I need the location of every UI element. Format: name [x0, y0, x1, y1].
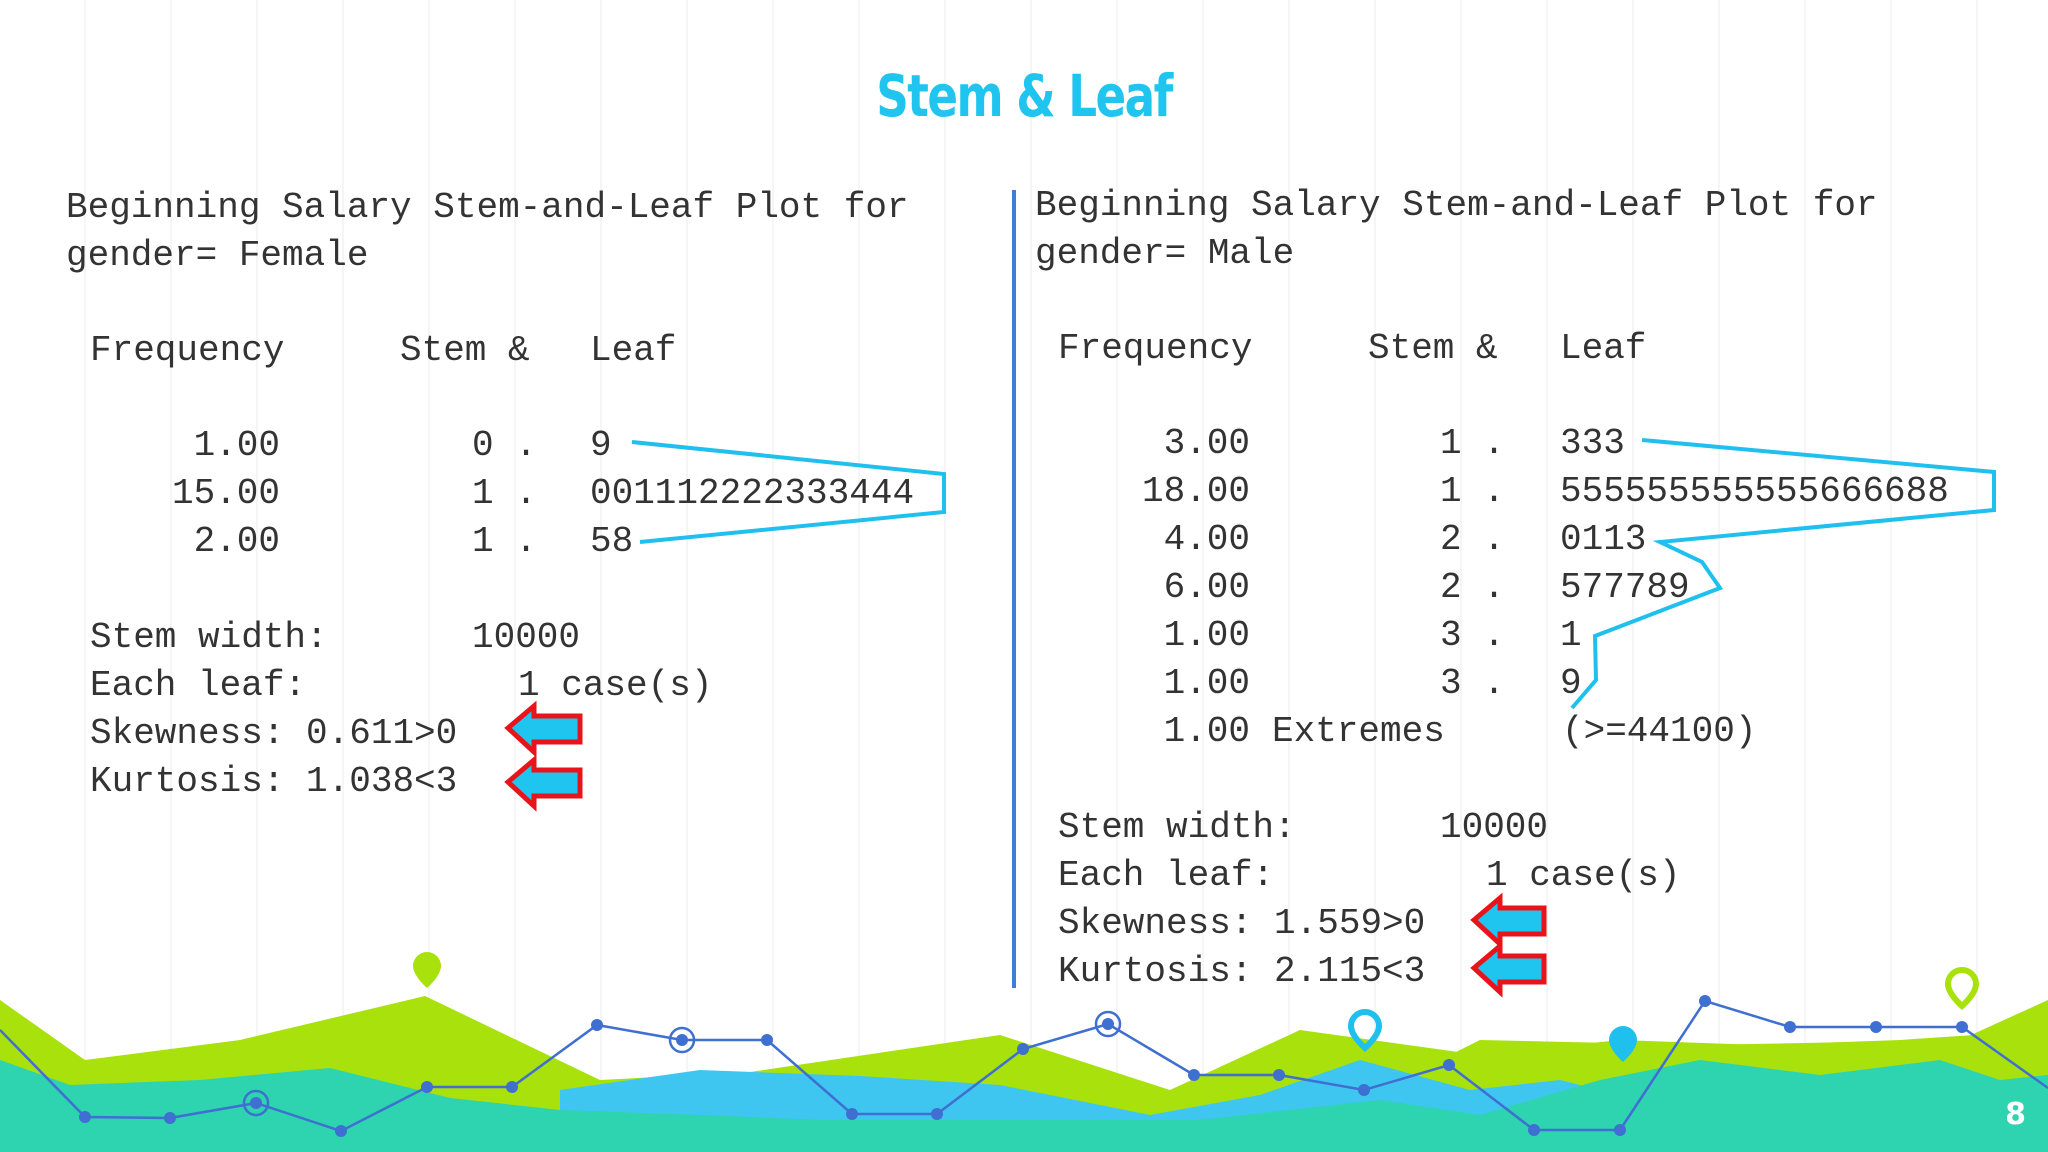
right-row-stem: 2 .: [1440, 567, 1505, 608]
right-row-leaf: 555555555555666688: [1560, 471, 1949, 512]
right-row-stem: 1 .: [1440, 471, 1505, 512]
right-row-freq: 18.00: [1141, 471, 1250, 512]
footer-line-chart: [0, 995, 2048, 1137]
right-heading-line1: Beginning Salary Stem-and-Leaf Plot for: [1035, 185, 1878, 226]
right-heading-line2: gender= Male: [1035, 233, 1295, 274]
left-row-stem: 1 .: [472, 473, 537, 514]
left-distribution-outline: [631, 440, 946, 544]
right-row-leaf: 333: [1560, 423, 1625, 464]
left-row-leaf: 001112222333444: [590, 473, 915, 514]
left-row-leaf: 9: [590, 425, 612, 466]
left-skewness: Skewness: 0.611>0: [90, 713, 458, 754]
right-col-frequency: Frequency: [1058, 328, 1253, 369]
left-stem-width-value: 10000: [472, 617, 581, 658]
left-stem-width-label: Stem width:: [90, 617, 328, 658]
right-row-leaf: 0113: [1560, 519, 1647, 560]
right-stem-width-label: Stem width:: [1058, 807, 1296, 848]
right-row-leaf: 1: [1560, 615, 1582, 656]
right-col-stem: Stem &: [1368, 328, 1498, 369]
slide-title: Stem & Leaf: [876, 62, 1173, 130]
right-row-leaf: 577789: [1560, 567, 1690, 608]
right-row-freq: 1.00: [1163, 615, 1250, 656]
left-heading-line2: gender= Female: [66, 235, 369, 276]
left-row-stem: 1 .: [472, 521, 537, 562]
left-col-stem: Stem &: [400, 330, 530, 371]
right-distribution-outline: [1570, 438, 1996, 710]
left-kurtosis: Kurtosis: 1.038<3: [90, 761, 458, 802]
right-extremes-freq: 1.00: [1163, 711, 1250, 752]
left-row-stem: 0 .: [472, 425, 537, 466]
map-pin-icon: [413, 952, 441, 988]
right-extremes-label: Extremes: [1272, 711, 1445, 752]
right-stem-width-value: 10000: [1440, 807, 1549, 848]
right-each-leaf-label: Each leaf:: [1058, 855, 1275, 896]
right-row-freq: 1.00: [1163, 663, 1250, 704]
right-col-leaf: Leaf: [1560, 328, 1647, 369]
left-each-leaf-label: Each leaf:: [90, 665, 307, 706]
right-row-stem: 3 .: [1440, 615, 1505, 656]
left-row-freq: 2.00: [193, 521, 280, 562]
left-row-freq: 15.00: [171, 473, 280, 514]
right-row-freq: 3.00: [1163, 423, 1250, 464]
page-number: 8: [2005, 1097, 2026, 1132]
right-kurtosis: Kurtosis: 2.115<3: [1058, 951, 1426, 992]
right-row-leaf: 9: [1560, 663, 1582, 704]
left-each-leaf-value: 1 case(s): [518, 665, 713, 706]
map-pin-icon: [1609, 1026, 1637, 1062]
right-extremes-value: (>=44100): [1562, 711, 1757, 752]
right-row-stem: 2 .: [1440, 519, 1505, 560]
right-row-stem: 3 .: [1440, 663, 1505, 704]
right-skewness-arrow: [1470, 892, 1547, 950]
left-heading-line1: Beginning Salary Stem-and-Leaf Plot for: [66, 187, 909, 228]
left-skewness-arrow: [504, 700, 583, 758]
panel-divider: [1012, 190, 1016, 988]
left-row-freq: 1.00: [193, 425, 280, 466]
footer-landscape: [0, 996, 2048, 1152]
right-row-freq: 4.00: [1163, 519, 1250, 560]
map-pin-icon: [1944, 967, 1980, 1010]
left-col-leaf: Leaf: [590, 330, 677, 371]
right-row-stem: 1 .: [1440, 423, 1505, 464]
map-pin-icon: [1347, 1009, 1383, 1052]
right-skewness: Skewness: 1.559>0: [1058, 903, 1426, 944]
right-row-freq: 6.00: [1163, 567, 1250, 608]
left-row-leaf: 58: [590, 521, 634, 562]
right-each-leaf-value: 1 case(s): [1486, 855, 1681, 896]
left-col-frequency: Frequency: [90, 330, 285, 371]
right-kurtosis-arrow: [1470, 940, 1547, 998]
left-kurtosis-arrow: [504, 754, 583, 812]
